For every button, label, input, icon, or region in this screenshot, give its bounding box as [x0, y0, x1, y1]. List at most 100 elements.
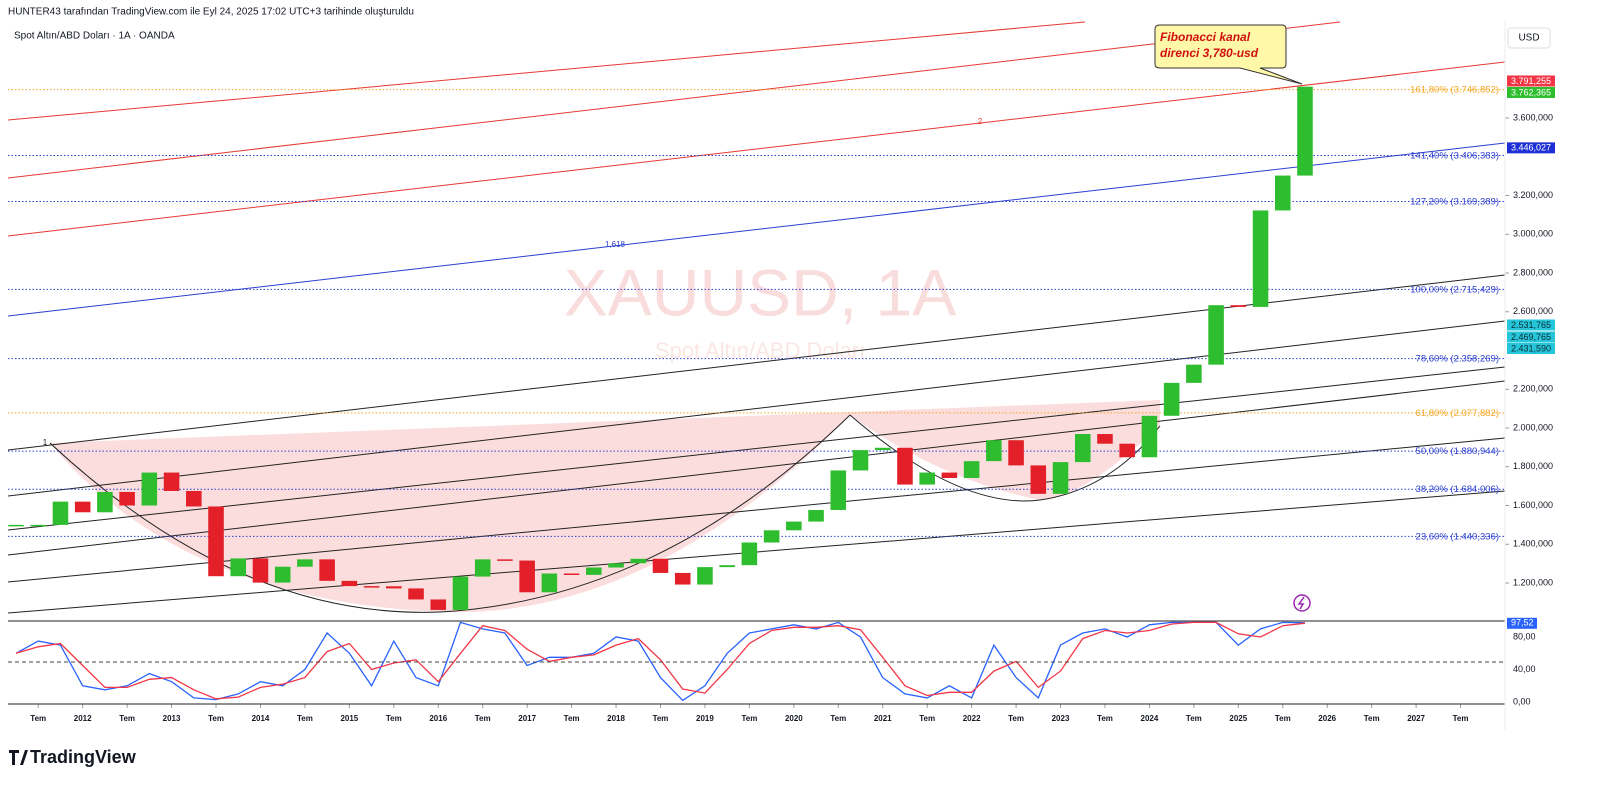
red-label: 2: [978, 117, 983, 126]
candle-body: [986, 440, 1002, 462]
event-icon[interactable]: [1293, 594, 1311, 612]
x-tick-label: 2013: [163, 714, 181, 723]
candle-body: [497, 559, 513, 561]
watermark-name: Spot Altın/ABD Doları: [655, 338, 865, 363]
price-tag: [1507, 75, 1555, 87]
x-tick-label: 2022: [963, 714, 981, 723]
y-tick-label: 2.000,000: [1513, 422, 1553, 432]
candle-body: [30, 524, 47, 527]
symbol: Spot Altın/ABD Doları · 1A · OANDA: [14, 31, 175, 42]
x-tick-label: Tem: [297, 714, 313, 723]
candle-body: [963, 461, 980, 478]
currency: USD: [1518, 33, 1539, 44]
candle-body: [141, 472, 158, 506]
candle-body: [1141, 415, 1158, 458]
candle-body: [874, 447, 891, 451]
candle-body: [386, 586, 402, 589]
callout-line: direnci 3,780-usd: [1160, 46, 1259, 60]
red-channel: [8, 21, 1086, 121]
watermark-ticker: XAUUSD, 1A: [564, 255, 956, 329]
fib-label: 50,00% (1.880,944): [1416, 446, 1499, 457]
candle-body: [1008, 440, 1024, 466]
black-channel: [8, 366, 1505, 531]
candle-body: [52, 501, 69, 525]
osc-tick-label: 0,00: [1513, 696, 1531, 706]
y-tick-label: 3.000,000: [1513, 229, 1553, 239]
x-tick-label: 2019: [696, 714, 714, 723]
candle-body: [1186, 364, 1202, 383]
y-tick-label: 1.600,000: [1513, 500, 1553, 510]
x-tick-label: 2012: [74, 714, 92, 723]
candle-body: [1252, 210, 1269, 307]
logo-icon: [9, 750, 28, 765]
osc-tick-label: 80,00: [1513, 631, 1536, 641]
fib-label: 127,20% (3.169,389): [1410, 196, 1499, 207]
y-tick-label: 2.800,000: [1513, 267, 1553, 277]
price-tag: [1507, 319, 1555, 331]
fib-label: 161,80% (3.746,852): [1410, 85, 1499, 96]
x-tick-label: 2016: [429, 714, 447, 723]
x-tick-label: Tem: [119, 714, 135, 723]
candle-body: [541, 573, 558, 593]
price-tag: [1507, 331, 1555, 343]
x-tick-label: 2015: [340, 714, 358, 723]
y-tick-label: 2.200,000: [1513, 384, 1553, 394]
x-tick-label: Tem: [1453, 714, 1469, 723]
osc-line: [15, 621, 1306, 702]
candle-body: [274, 566, 291, 583]
price-tag-label: 2.531,765: [1511, 320, 1551, 330]
osc-tag: [1507, 617, 1537, 629]
y-tick-label: 2.600,000: [1513, 306, 1553, 316]
red-channel: [8, 21, 1341, 179]
candle-body: [252, 558, 269, 583]
y-tick-label: 3.200,000: [1513, 190, 1553, 200]
x-tick-label: Tem: [475, 714, 491, 723]
x-tick-label: 2014: [252, 714, 270, 723]
candle-body: [652, 558, 669, 573]
candle-body: [119, 491, 135, 506]
x-tick-label: Tem: [386, 714, 402, 723]
fib-label: 100,00% (2.715,429): [1410, 284, 1499, 295]
candle-body: [1030, 465, 1047, 494]
price-tag: [1507, 342, 1555, 354]
candle-body: [8, 524, 24, 527]
candle-body: [363, 586, 380, 588]
x-tick-label: Tem: [653, 714, 669, 723]
x-tick-label: Tem: [1364, 714, 1380, 723]
fib-label: 23,60% (1.440,336): [1416, 531, 1499, 542]
black-channel: [8, 320, 1505, 497]
candle-body: [897, 447, 913, 485]
x-tick-label: Tem: [564, 714, 580, 723]
candle-body: [230, 558, 247, 577]
price-tag: [1507, 86, 1555, 98]
x-tick-label: Tem: [1275, 714, 1291, 723]
candle-body: [208, 506, 224, 577]
y-tick-label: 1.800,000: [1513, 461, 1553, 471]
currency-box[interactable]: [1507, 27, 1551, 49]
candle-body: [674, 572, 691, 585]
start-label: 1: [43, 438, 48, 447]
black-channel: [8, 380, 1505, 556]
candle-body: [741, 542, 758, 566]
candle-body: [1119, 443, 1135, 458]
x-tick-label: 2026: [1318, 714, 1336, 723]
candle-body: [808, 509, 824, 522]
fib-label: 141,40% (3.406,383): [1410, 151, 1499, 162]
x-tick-label: Tem: [830, 714, 846, 723]
x-tick-label: Tem: [1008, 714, 1024, 723]
candle-body: [186, 490, 202, 507]
callout-box: [1154, 24, 1303, 85]
candle-body: [297, 559, 313, 567]
fib-label: 61,80% (2.077,882): [1416, 408, 1499, 419]
candle-body: [719, 565, 735, 568]
price-tag: [1507, 142, 1555, 154]
header: HUNTER43 tarafından TradingView.com ile …: [8, 7, 414, 18]
y-tick-label: 3.600,000: [1513, 112, 1553, 122]
candle-body: [1163, 382, 1180, 416]
candle-body: [697, 567, 713, 585]
candle-body: [319, 559, 335, 581]
candle-body: [830, 470, 847, 510]
price-tag-label: 2.431,590: [1511, 343, 1551, 353]
fib-label: 78,60% (2.358,269): [1416, 354, 1499, 365]
fib-label: 38,20% (1.684,006): [1416, 484, 1499, 495]
